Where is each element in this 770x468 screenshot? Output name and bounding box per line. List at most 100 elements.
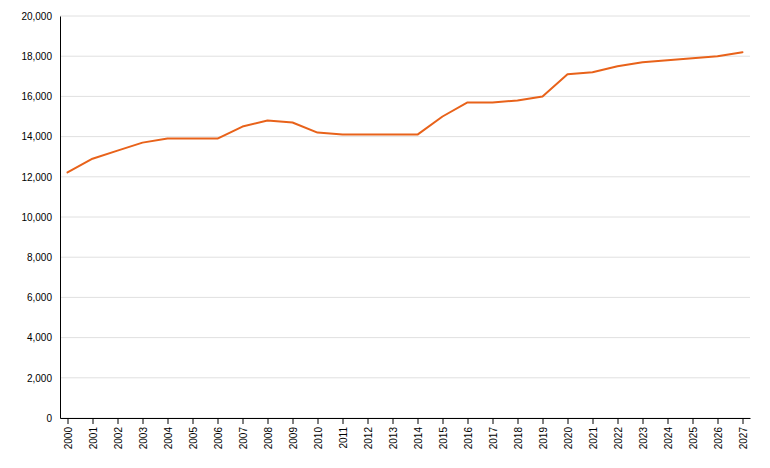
x-tick-mark [643,418,644,424]
grid-line [60,297,750,298]
x-tick-label: 2017 [488,427,499,450]
x-tick-mark [118,418,119,424]
grid-line [60,136,750,137]
y-tick-label: 6,000 [27,292,52,303]
y-tick-label: 10,000 [21,212,52,223]
x-tick-label: 2024 [663,427,674,450]
x-tick: 2017 [488,418,499,449]
y-tick-label: 14,000 [21,131,52,142]
x-tick-label: 2018 [513,427,524,450]
x-tick-label: 2007 [238,427,249,450]
x-tick-label: 2002 [113,427,124,450]
y-tick-label: 8,000 [27,252,52,263]
grid-line [60,96,750,97]
x-tick-label: 2014 [413,427,424,450]
y-tick: 0 [46,413,60,424]
x-tick-mark [693,418,694,424]
x-tick-label: 2005 [188,427,199,450]
x-tick: 2002 [113,418,124,449]
x-tick-mark [93,418,94,424]
y-tick-label: 4,000 [27,332,52,343]
x-tick: 2011 [338,418,349,449]
x-tick-mark [193,418,194,424]
y-tick: 18,000 [21,51,60,62]
x-tick: 2005 [188,418,199,449]
x-tick: 2023 [638,418,649,449]
x-tick-label: 2015 [438,427,449,450]
x-tick-label: 2020 [563,427,574,450]
grid-line [60,16,750,17]
x-tick-mark [668,418,669,424]
grid-line [60,377,750,378]
x-tick-mark [493,418,494,424]
x-tick-label: 2025 [688,427,699,450]
y-tick-label: 16,000 [21,91,52,102]
x-tick: 2018 [513,418,524,449]
grid [60,16,750,418]
y-tick-label: 2,000 [27,373,52,384]
x-tick: 2012 [363,418,374,449]
x-tick-label: 2012 [363,427,374,450]
x-tick: 2003 [138,418,149,449]
x-tick-mark [593,418,594,424]
y-tick: 20,000 [21,11,60,22]
x-tick: 2006 [213,418,224,449]
x-tick: 2010 [313,418,324,449]
x-tick-label: 2011 [338,427,349,449]
x-tick-mark [743,418,744,424]
x-tick-label: 2023 [638,427,649,450]
x-tick-label: 2008 [263,427,274,450]
x-tick: 2020 [563,418,574,449]
x-tick-label: 2003 [138,427,149,450]
y-tick: 6,000 [27,292,60,303]
x-tick-label: 2016 [463,427,474,450]
x-tick-mark [318,418,319,424]
x-tick-mark [718,418,719,424]
x-tick: 2019 [538,418,549,449]
x-axis-line [61,418,751,419]
y-tick: 14,000 [21,131,60,142]
x-tick-label: 2013 [388,427,399,450]
x-tick-mark [543,418,544,424]
x-tick: 2021 [588,418,599,449]
y-axis: 0 2,000 4,000 6,000 8,000 10,000 12,000 14,000 1… [21,11,60,424]
x-tick: 2016 [463,418,474,449]
x-tick: 2008 [263,418,274,449]
y-tick: 4,000 [27,332,60,343]
x-tick-mark [268,418,269,424]
y-tick-label: 18,000 [21,51,52,62]
x-tick-label: 2019 [538,427,549,450]
x-tick-mark [368,418,369,424]
x-tick: 2015 [438,418,449,449]
x-tick-mark [143,418,144,424]
x-tick-mark [568,418,569,424]
y-tick: 12,000 [21,172,60,183]
x-tick-label: 2027 [738,427,749,450]
grid-line [60,56,750,57]
x-tick-mark [443,418,444,424]
x-tick-mark [293,418,294,424]
y-tick: 8,000 [27,252,60,263]
grid-line [60,217,750,218]
x-tick: 2013 [388,418,399,449]
x-tick: 2024 [663,418,674,449]
grid-line [60,257,750,258]
x-tick: 2014 [413,418,424,449]
x-tick-label: 2021 [588,427,599,450]
x-tick: 2007 [238,418,249,449]
x-tick-label: 2004 [163,427,174,450]
x-tick: 2025 [688,418,699,449]
x-tick: 2027 [738,418,749,449]
x-tick-label: 2026 [713,427,724,450]
x-tick-mark [418,418,419,424]
x-tick: 2009 [288,418,299,449]
grid-line [60,337,750,338]
x-tick-mark [218,418,219,424]
x-tick: 2026 [713,418,724,449]
y-tick: 10,000 [21,212,60,223]
x-tick-label: 2000 [63,427,74,450]
plot: 2000200120022003200420052006200720082009… [21,11,750,450]
x-tick-mark [243,418,244,424]
x-tick-mark [168,418,169,424]
y-tick: 16,000 [21,91,60,102]
